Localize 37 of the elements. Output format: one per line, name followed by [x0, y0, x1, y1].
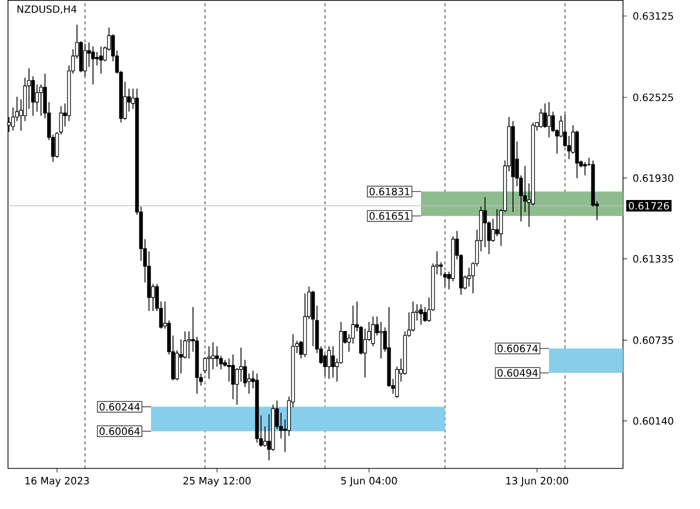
band-label: 0.61831 [370, 188, 410, 196]
candlestick [187, 330, 191, 359]
annotation: 0.60064 [100, 427, 140, 435]
candlestick [227, 358, 231, 382]
candlestick [423, 306, 427, 322]
candlestick [331, 346, 335, 378]
candlestick [207, 346, 211, 380]
x-tick-label: 25 May 12:00 [183, 476, 251, 486]
x-tick-label: 5 Jun 04:00 [341, 476, 397, 486]
candlestick [39, 84, 43, 116]
y-tick-label: 0.63125 [633, 12, 674, 20]
candlestick [371, 316, 375, 347]
chart-title: NZDUSD,H4 [18, 5, 76, 14]
candlestick [91, 46, 95, 85]
candlestick [539, 108, 543, 128]
y-tick-label: 0.61335 [633, 254, 674, 263]
ref-line-label: 0.61726 [628, 202, 669, 210]
x-tick-label: 13 Jun 20:00 [506, 476, 568, 486]
candlestick [35, 84, 39, 112]
candlestick [263, 426, 267, 448]
candlestick [379, 321, 383, 359]
candlestick [95, 51, 99, 66]
band-label: 0.60674 [498, 344, 538, 352]
candlestick [99, 46, 103, 74]
y-tick-label: 0.60735 [633, 336, 674, 344]
annotation: 0.61651 [370, 212, 410, 220]
x-tick-label: 16 May 2023 [25, 476, 89, 486]
y-tick-label: 0.60140 [633, 417, 674, 425]
candlestick [583, 161, 587, 176]
candlestick [419, 304, 423, 326]
y-tick-label: 0.61930 [633, 174, 674, 182]
annotation: 0.60494 [498, 369, 538, 377]
candlestick [495, 208, 499, 237]
candlestick [215, 346, 219, 368]
band-label: 0.60244 [100, 402, 140, 411]
candlestick [547, 102, 551, 138]
y-tick-label: 0.62525 [633, 94, 674, 102]
